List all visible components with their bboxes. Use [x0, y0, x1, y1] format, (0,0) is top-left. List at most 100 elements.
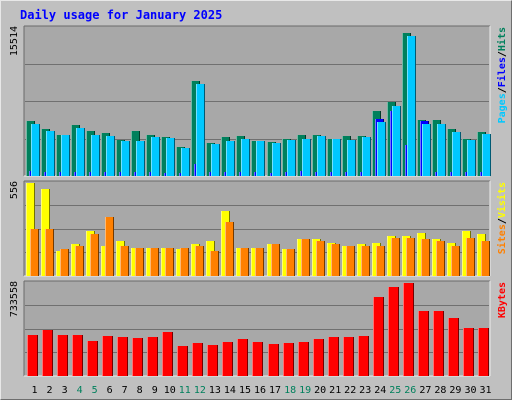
- bar-kbytes-highlight: [313, 339, 314, 376]
- bar-visits-highlight: [191, 244, 192, 276]
- bar-hits-highlight: [116, 140, 117, 176]
- bar-sites-highlight: [60, 249, 61, 276]
- bar-pages: [347, 140, 356, 176]
- bar-kbytes: [268, 344, 279, 376]
- bar-pages-highlight: [151, 137, 152, 176]
- bar-kbytes: [192, 343, 203, 376]
- bar-hits: [462, 139, 471, 176]
- bar-hits: [101, 133, 110, 176]
- bar-pages: [467, 140, 476, 176]
- bar-visits-highlight: [71, 244, 72, 276]
- bar-visits-highlight: [297, 239, 298, 276]
- bar-sites-highlight: [406, 238, 407, 276]
- bar-kbytes-shadow: [187, 346, 188, 376]
- bar-files-highlight: [74, 172, 75, 176]
- bar-sites-shadow: [233, 222, 234, 276]
- bar-hits-highlight: [26, 121, 27, 176]
- x-tick-label-day: 19: [299, 385, 311, 396]
- x-tick-label-day: 2: [46, 385, 52, 396]
- bar-kbytes-shadow: [172, 332, 173, 376]
- bar-sites-shadow: [384, 246, 385, 276]
- bar-kbytes: [358, 336, 369, 376]
- bar-files-highlight: [480, 172, 481, 176]
- bar-pages-highlight: [347, 140, 348, 176]
- bar-pages: [407, 36, 416, 176]
- bar-hits-highlight: [191, 81, 192, 176]
- bar-kbytes-shadow: [398, 287, 399, 376]
- bar-kbytes: [463, 328, 474, 376]
- bar-pages: [482, 134, 491, 176]
- bar-visits-highlight: [267, 244, 268, 276]
- bar-sites-highlight: [255, 248, 256, 276]
- bar-hits: [477, 132, 486, 176]
- bar-pages-shadow: [249, 139, 250, 176]
- bar-pages-shadow: [280, 143, 281, 176]
- bar-pages-shadow: [415, 36, 416, 176]
- bar-kbytes-highlight: [222, 342, 223, 376]
- bar-pages-shadow: [204, 84, 205, 176]
- bar-kbytes: [328, 337, 339, 376]
- bar-files-highlight: [254, 172, 255, 176]
- bar-kbytes-highlight: [132, 338, 133, 376]
- bar-visits-highlight: [462, 231, 463, 276]
- bar-sites: [120, 246, 129, 276]
- bar-hits-highlight: [357, 136, 358, 176]
- bar-sites-highlight: [361, 246, 362, 276]
- bar-pages-shadow: [114, 136, 115, 176]
- bar-files-highlight: [285, 172, 286, 176]
- bar-kbytes-highlight: [237, 339, 238, 376]
- bar-pages-shadow: [370, 137, 371, 176]
- x-tick-label-day: 26: [404, 385, 416, 396]
- bar-visits-highlight: [477, 234, 478, 276]
- bar-pages: [256, 141, 265, 176]
- x-tick-label-day: 27: [419, 385, 431, 396]
- bar-kbytes-highlight: [283, 343, 284, 376]
- x-tick-label-day: 11: [179, 385, 191, 396]
- bar-visits-highlight: [236, 248, 237, 276]
- bar-kbytes: [132, 338, 143, 376]
- bar-pages: [272, 143, 281, 176]
- bar-kbytes-shadow: [82, 335, 83, 376]
- bar-visits-highlight: [432, 239, 433, 276]
- bar-visits-highlight: [161, 248, 162, 276]
- bar-pages-shadow: [475, 140, 476, 176]
- bar-sites-shadow: [158, 248, 159, 276]
- bar-kbytes-shadow: [127, 337, 128, 376]
- bar-visits-highlight: [176, 249, 177, 276]
- bar-sites: [391, 238, 400, 276]
- bar-hits-highlight: [417, 120, 418, 176]
- bar-hits-highlight: [86, 131, 87, 176]
- bar-files-highlight: [375, 119, 376, 176]
- bar-sites-highlight: [391, 238, 392, 276]
- bar-files-highlight: [194, 164, 195, 176]
- bar-pages-shadow: [234, 141, 235, 176]
- bar-kbytes-highlight: [298, 342, 299, 376]
- bar-sites-highlight: [195, 246, 196, 276]
- bar-visits-highlight: [116, 241, 117, 276]
- bar-hits-highlight: [282, 139, 283, 176]
- bar-sites-highlight: [150, 248, 151, 276]
- bar-sites-highlight: [376, 246, 377, 276]
- x-tick-label-day: 13: [209, 385, 221, 396]
- bar-kbytes-highlight: [388, 287, 389, 376]
- bar-hits: [402, 33, 411, 176]
- bar-files-highlight: [270, 173, 271, 176]
- bar-sites-highlight: [346, 246, 347, 276]
- bar-pages: [226, 141, 235, 176]
- bar-sites-highlight: [105, 217, 106, 276]
- bar-kbytes: [162, 332, 173, 376]
- bar-sites-shadow: [38, 229, 39, 276]
- chart-title: Daily usage for January 2025: [20, 8, 223, 22]
- bar-sites-shadow: [248, 248, 249, 276]
- bar-visits-highlight: [131, 248, 132, 276]
- bar-kbytes-shadow: [338, 337, 339, 376]
- bar-files-highlight: [390, 111, 391, 176]
- bar-pages-highlight: [452, 132, 453, 176]
- bar-pages-shadow: [144, 141, 145, 176]
- legend-top: Pages/Files/Hits: [496, 27, 508, 123]
- x-tick-label-day: 25: [389, 385, 401, 396]
- bar-pages-highlight: [76, 128, 77, 176]
- bar-pages-highlight: [332, 139, 333, 176]
- bar-sites: [451, 246, 460, 276]
- bar-pages-shadow: [84, 128, 85, 176]
